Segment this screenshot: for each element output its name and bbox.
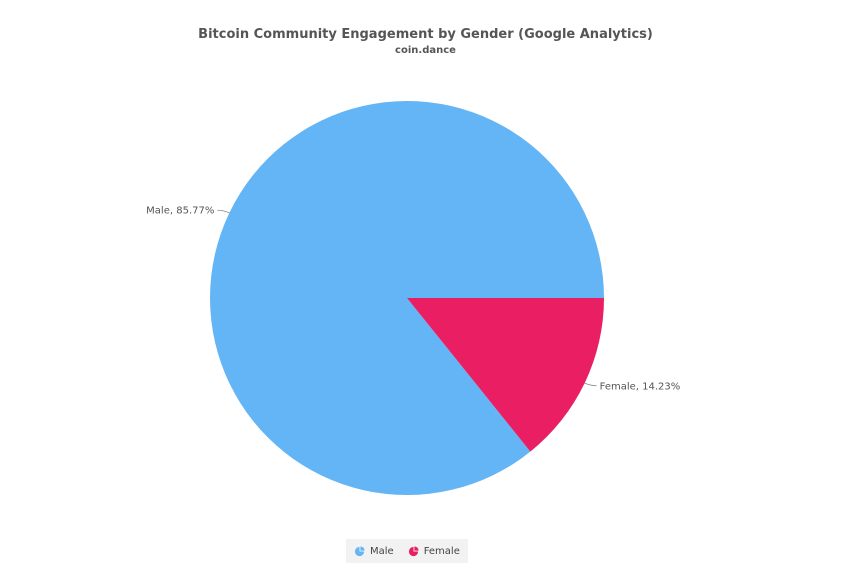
pie-icon xyxy=(354,545,365,556)
pie-slice-female[interactable] xyxy=(407,298,604,452)
legend-label-female: Female xyxy=(423,545,460,557)
data-labels: Male, 85.77% Female, 14.23% xyxy=(146,206,680,393)
data-label-male: Male, 85.77% xyxy=(146,206,214,217)
label-connector-female xyxy=(584,382,597,387)
pie-icon xyxy=(408,545,419,556)
chart-subtitle: coin.dance xyxy=(395,45,456,56)
label-connector-male xyxy=(217,209,230,214)
label-connectors xyxy=(217,209,597,387)
pie-icon-wedge xyxy=(360,545,365,551)
pie-slices xyxy=(210,100,605,495)
pie-slice-male[interactable] xyxy=(210,100,605,495)
data-label-female: Female, 14.23% xyxy=(600,381,681,392)
legend-item-female[interactable]: Female xyxy=(408,546,460,557)
legend-item-male[interactable]: Male xyxy=(354,546,394,557)
chart-title: Bitcoin Community Engagement by Gender (… xyxy=(198,27,653,42)
legend: Male Female xyxy=(346,539,468,563)
pie-icon-shape xyxy=(354,546,365,556)
pie-icon-shape xyxy=(408,546,418,556)
pie-icon-wedge xyxy=(414,545,419,551)
legend-label-male: Male xyxy=(370,545,394,557)
